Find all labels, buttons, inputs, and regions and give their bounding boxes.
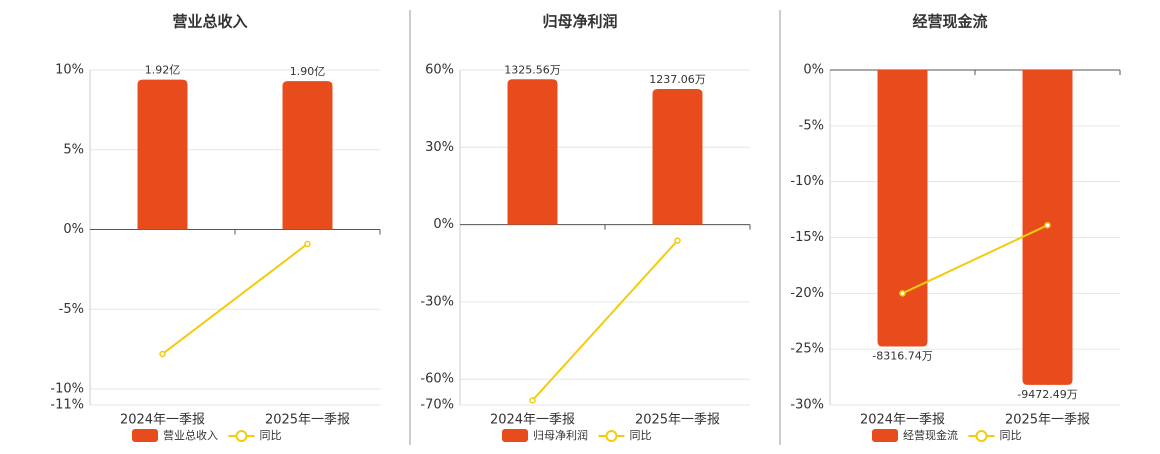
y-tick-label: -15%: [790, 230, 824, 245]
legend-label: 同比: [1000, 429, 1022, 442]
legend-swatch: [132, 429, 158, 442]
x-tick-label: 2024年一季报: [860, 413, 945, 428]
yoy-line: [161, 243, 309, 355]
y-tick-label: -25%: [790, 342, 824, 357]
y-tick-label: -20%: [790, 286, 824, 301]
bar-label: 1.90亿: [290, 65, 326, 78]
bar-label: 1237.06万: [649, 73, 706, 86]
yoy-point: [304, 240, 311, 248]
y-tick-label: -10%: [50, 382, 84, 397]
panel-title: 营业总收入: [172, 13, 247, 31]
bar: [507, 79, 558, 225]
x-tick-label: 2024年一季报: [490, 413, 575, 428]
bar: [877, 70, 928, 347]
y-tick-label: -30%: [420, 294, 454, 309]
y-tick-label: 0%: [433, 217, 454, 232]
yoy-line: [902, 224, 1048, 295]
y-tick-label: -60%: [420, 372, 454, 387]
yoy-point: [1044, 221, 1051, 229]
y-tick-label: -5%: [799, 118, 824, 133]
panel-title: 归母净利润: [542, 13, 617, 31]
y-tick-label: 5%: [63, 142, 84, 157]
y-tick-label: 60%: [425, 63, 454, 78]
yoy-line: [531, 239, 679, 402]
legend-label: 同比: [260, 429, 282, 442]
y-tick-label: -10%: [790, 174, 824, 189]
legend-swatch: [502, 429, 528, 442]
legend-label: 同比: [630, 429, 652, 442]
bar: [282, 81, 333, 230]
bar-label: 1325.56万: [504, 63, 561, 76]
legend-dot: [235, 430, 248, 442]
bar-label: -9472.49万: [1017, 388, 1077, 401]
y-tick-label: 30%: [425, 140, 454, 155]
legend-label: 经营现金流: [903, 428, 958, 442]
bar: [137, 79, 188, 230]
y-tick-label: -70%: [420, 398, 454, 413]
bar: [652, 88, 703, 225]
x-tick-label: 2025年一季报: [265, 413, 350, 428]
bar-label: -8316.74万: [872, 349, 932, 362]
x-tick-label: 2024年一季报: [120, 413, 205, 428]
y-tick-label: 10%: [55, 63, 84, 78]
y-tick-label: -30%: [790, 398, 824, 413]
y-tick-label: -5%: [59, 302, 84, 317]
panel-title: 经营现金流: [912, 13, 987, 31]
bar-label: 1.92亿: [145, 64, 181, 77]
yoy-point: [674, 237, 681, 244]
legend-dot: [975, 430, 988, 442]
yoy-point: [529, 397, 536, 404]
x-tick-label: 2025年一季报: [1005, 413, 1090, 428]
legend-label: 营业总收入: [163, 428, 218, 442]
x-tick-label: 2025年一季报: [635, 413, 720, 428]
legend-swatch: [872, 429, 898, 442]
legend-dot: [605, 430, 618, 442]
y-tick-label: 0%: [63, 222, 84, 237]
y-tick-label: 0%: [803, 63, 824, 78]
y-tick-label: -11%: [50, 398, 84, 413]
yoy-point: [159, 350, 166, 358]
legend-label: 归母净利润: [533, 428, 588, 442]
yoy-point: [899, 290, 906, 297]
